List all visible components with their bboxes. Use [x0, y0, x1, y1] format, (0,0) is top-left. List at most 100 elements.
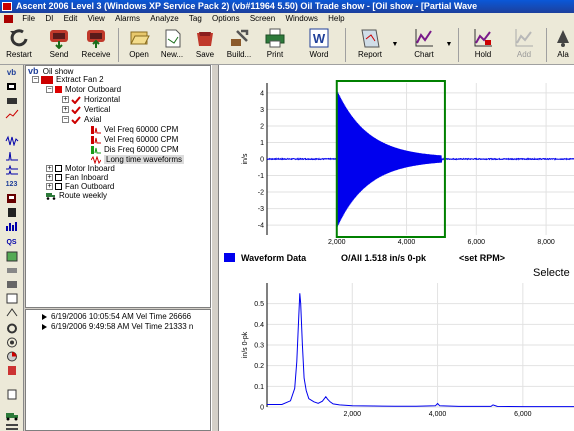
list-icon[interactable]: [4, 423, 19, 431]
spectrum-y-tick-label: 0: [260, 405, 264, 412]
menu-tag[interactable]: Tag: [188, 14, 202, 23]
alarms-button[interactable]: Ala: [552, 27, 574, 63]
hold-button[interactable]: Hold: [464, 27, 502, 63]
tree-leaf-long-time-waveforms[interactable]: Long time waveforms: [91, 155, 185, 165]
gear-icon[interactable]: [4, 323, 19, 335]
database-tree: vb Oil show − Extract Fan 2 − Motor Outboa…: [25, 65, 211, 308]
tree-node-axial[interactable]: − Axial: [62, 115, 102, 124]
tree-node-horizontal[interactable]: + Horizontal: [62, 95, 121, 104]
menu-alarms[interactable]: Alarms: [115, 14, 140, 23]
print-button[interactable]: Print: [256, 27, 294, 63]
menu-edit[interactable]: Edit: [63, 14, 78, 23]
report-view-icon[interactable]: [4, 193, 19, 205]
expand-toggle[interactable]: +: [46, 174, 53, 182]
waveform-cursor-band[interactable]: [335, 80, 446, 238]
spectrum-y-tick-label: 0.3: [254, 343, 264, 350]
menu-options[interactable]: Options: [212, 14, 240, 23]
tree-leaf-vel-freq-1[interactable]: Vel Freq 60000 CPM: [91, 125, 178, 135]
waveform-view-icon[interactable]: [4, 135, 19, 147]
waterfall-view-icon[interactable]: [4, 164, 19, 177]
vb-view-icon[interactable]: vb: [6, 68, 17, 77]
menu-screen[interactable]: Screen: [249, 14, 276, 23]
list-item[interactable]: 6/19/2006 9:49:58 AM Vel Time 21333 n: [42, 322, 193, 331]
expand-toggle[interactable]: +: [62, 96, 69, 104]
truck-icon[interactable]: [4, 410, 19, 422]
spectrum-x-tick-label: 2,000: [344, 411, 362, 418]
selected-label: Selecte: [533, 267, 570, 279]
add-button[interactable]: Add: [505, 27, 543, 63]
spectrum-y-tick-label: 0.5: [254, 301, 264, 308]
notes-view-icon[interactable]: [4, 251, 19, 263]
new-button[interactable]: New...: [153, 27, 191, 63]
tree-node-motor-outboard[interactable]: − Motor Outboard: [46, 85, 122, 94]
tree-view-icon[interactable]: [4, 81, 19, 93]
chart-canvas: 4 3 2 1 0 -1 -2 -3 -4 2,000 4,000 6,000 8,000 in/s …: [224, 80, 574, 418]
expand-toggle[interactable]: +: [62, 106, 69, 114]
menu-file[interactable]: File: [22, 14, 36, 23]
mdi-child-icon[interactable]: [4, 14, 13, 23]
send-button[interactable]: Send: [40, 27, 78, 63]
list-item[interactable]: 6/19/2006 10:05:54 AM Vel Time 26666: [42, 312, 191, 321]
report-dropdown-arrow[interactable]: ▼: [391, 41, 399, 48]
pie-icon[interactable]: [4, 351, 19, 363]
menu-view[interactable]: View: [87, 14, 105, 23]
collapse-toggle[interactable]: −: [32, 76, 39, 84]
route-view-icon[interactable]: [4, 95, 19, 107]
expand-toggle[interactable]: +: [46, 183, 53, 191]
toolbar-separator: [546, 28, 547, 62]
waveform-y-tick-label: 4: [260, 90, 264, 97]
tree-node-machine[interactable]: − Extract Fan 2: [32, 75, 104, 84]
legend-series-name: Waveform Data: [241, 253, 307, 263]
restart-icon: [10, 29, 28, 47]
menu-windows[interactable]: Windows: [285, 14, 318, 23]
build-button[interactable]: Build...: [220, 27, 258, 63]
alert-icon[interactable]: [4, 365, 19, 377]
shaft-view-icon[interactable]: [4, 265, 19, 277]
add-chart-icon: [515, 29, 533, 47]
play-arrow-icon: [42, 323, 47, 330]
spectrum-y-ticks: 0.5 0.4 0.3 0.2 0.1 0: [254, 301, 264, 411]
spectrum-view-icon[interactable]: [4, 150, 19, 162]
window-title: Ascent 2006 Level 3 (Windows XP Service …: [16, 1, 478, 11]
open-button[interactable]: Open: [120, 27, 158, 63]
tree-node-route[interactable]: Route weekly: [46, 191, 107, 201]
rpm-setting[interactable]: <set RPM>: [459, 253, 505, 263]
waveform-x-tick-label: 4,000: [398, 239, 416, 246]
target-icon[interactable]: [4, 337, 19, 349]
chart-dropdown-arrow[interactable]: ▼: [445, 41, 453, 48]
tree-root[interactable]: vb Oil show: [28, 66, 74, 76]
collapse-toggle[interactable]: −: [46, 86, 53, 94]
calendar-view-icon[interactable]: [4, 293, 19, 305]
spectrum-y-tick-label: 0.1: [254, 384, 264, 391]
tree-node-fan-inboard[interactable]: + Fan Inboard: [46, 173, 109, 182]
qs-view-icon[interactable]: QS: [6, 239, 17, 246]
menu-help[interactable]: Help: [328, 14, 345, 23]
collapse-toggle[interactable]: −: [62, 116, 69, 124]
report-button[interactable]: Report: [351, 27, 389, 63]
menu-di[interactable]: DI: [45, 14, 54, 23]
receive-button[interactable]: Receive: [77, 27, 115, 63]
menu-analyze[interactable]: Analyze: [150, 14, 179, 23]
numeric-view-icon[interactable]: 123: [5, 181, 18, 188]
balance-view-icon[interactable]: [4, 307, 19, 319]
save-button[interactable]: Save: [186, 27, 224, 63]
tree-node-vertical[interactable]: + Vertical: [62, 105, 111, 114]
tree-leaf-vel-freq-2[interactable]: Vel Freq 60000 CPM: [91, 135, 178, 145]
pane-splitter[interactable]: [211, 65, 219, 431]
tree-node-fan-outboard[interactable]: + Fan Outboard: [46, 182, 115, 191]
phase-view-icon[interactable]: [4, 279, 19, 291]
expand-toggle[interactable]: +: [46, 165, 53, 173]
word-button[interactable]: W Word: [300, 27, 338, 63]
trend-view-icon[interactable]: [4, 109, 19, 121]
waveform-y-tick-label: 0: [260, 157, 264, 164]
window-title-bar[interactable]: Ascent 2006 Level 3 (Windows XP Service …: [0, 0, 574, 13]
tree-leaf-dis-freq[interactable]: Dis Freq 60000 CPM: [91, 145, 179, 155]
tree-node-motor-inboard[interactable]: + Motor Inboard: [46, 164, 115, 173]
orbit-view-icon[interactable]: [4, 207, 19, 219]
chart-button[interactable]: Chart: [405, 27, 443, 63]
restart-button[interactable]: Restart: [0, 27, 38, 63]
document-icon[interactable]: [4, 389, 19, 401]
bar-view-icon[interactable]: [4, 221, 19, 233]
word-icon: W: [309, 28, 329, 48]
spectrum-grid: [266, 283, 574, 408]
